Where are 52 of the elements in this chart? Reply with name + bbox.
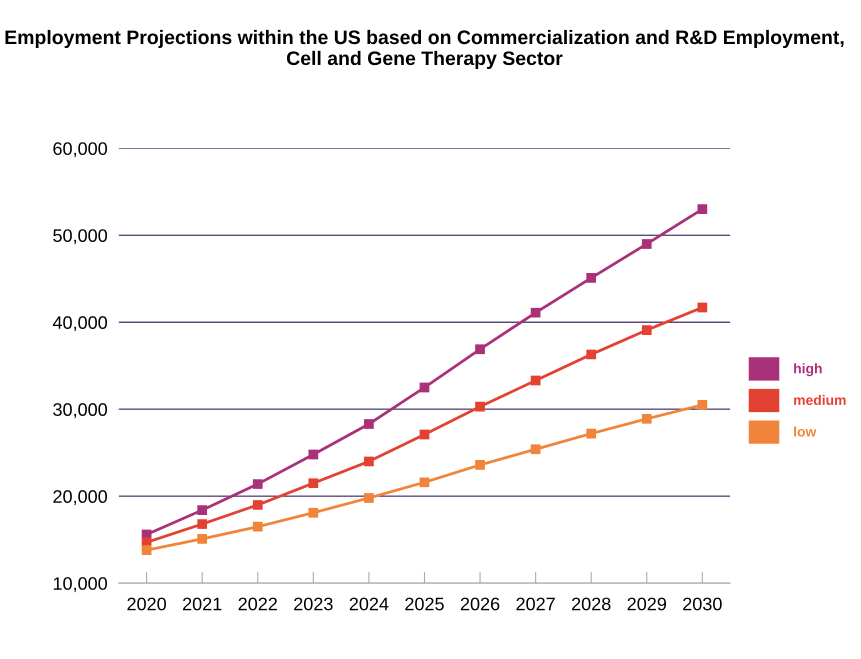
point <box>308 508 318 518</box>
point <box>586 350 596 360</box>
point <box>420 382 430 392</box>
legend-label: high <box>794 363 822 376</box>
legend-label: low <box>794 426 816 437</box>
point <box>475 402 485 412</box>
y-tick-label: 50,000 <box>53 229 108 244</box>
legend-label: medium <box>794 394 846 406</box>
point <box>586 273 596 283</box>
x-tick-label: 2028 <box>572 598 610 610</box>
x-tick-label: 2025 <box>405 598 444 610</box>
point <box>475 460 485 470</box>
point <box>697 204 708 214</box>
point <box>642 239 652 249</box>
x-tick-label: 2027 <box>516 598 555 610</box>
point <box>420 430 430 440</box>
point <box>697 400 708 410</box>
point <box>252 500 263 510</box>
point <box>586 428 596 438</box>
point <box>530 376 540 386</box>
x-tick-label: 2021 <box>183 598 222 610</box>
point <box>197 534 208 544</box>
y-tick-label: 40,000 <box>52 316 108 332</box>
point <box>197 505 208 516</box>
x-tick-label: 2023 <box>294 598 333 610</box>
x-tick-label: 2022 <box>238 598 277 610</box>
x-tick-label: 2020 <box>127 598 166 610</box>
point <box>197 519 208 529</box>
point <box>252 522 263 532</box>
y-tick-label: 20,000 <box>53 490 108 506</box>
x-tick-label: 2030 <box>683 598 722 610</box>
x-tick-label: 2029 <box>628 598 666 610</box>
point <box>308 478 318 488</box>
point <box>308 450 318 460</box>
point <box>252 479 263 489</box>
point <box>530 444 540 454</box>
chart-title: Employment Projections within the US based on Commercialization and R&D Employment, Cell and Gene Therapy Sector <box>6 30 844 69</box>
point <box>420 477 430 488</box>
point <box>530 308 540 318</box>
point <box>142 545 152 556</box>
y-tick-label: 60,000 <box>53 142 108 158</box>
y-tick-label: 30,000 <box>53 403 108 418</box>
y-tick-label: 10,000 <box>54 577 108 592</box>
x-tick-label: 2024 <box>350 598 388 610</box>
point <box>642 325 652 335</box>
point <box>642 414 652 424</box>
point <box>364 419 374 429</box>
point <box>364 456 374 466</box>
point <box>697 302 708 312</box>
point <box>475 344 485 354</box>
x-tick-label: 2026 <box>460 598 500 610</box>
point <box>364 493 374 503</box>
